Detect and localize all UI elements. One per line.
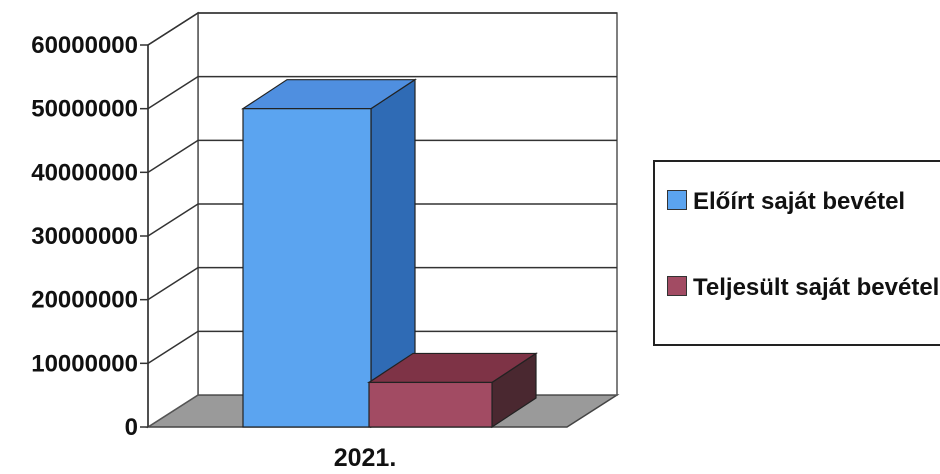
gridline: [147, 139, 617, 173]
gridline: [147, 203, 617, 237]
legend-swatch-series-2: [667, 276, 687, 296]
legend-label-series-2: Teljesült saját bevétel: [693, 274, 940, 301]
bars: [240, 78, 539, 429]
y-tick-label: 40000000: [31, 159, 138, 186]
y-tick-label: 20000000: [31, 287, 138, 314]
x-axis: 2021.: [334, 444, 397, 472]
gridline: [147, 12, 617, 46]
gridlines: [147, 12, 617, 364]
legend-label-series-1: Előírt saját bevétel: [693, 188, 906, 215]
gridline: [147, 266, 617, 301]
y-tick-label: 0: [125, 414, 138, 441]
bar-series-1: [240, 78, 418, 429]
y-axis: 0 10000000 20000000 30000000 40000000 5000000…: [31, 32, 149, 441]
legend-item-series-1: Előírt saját bevétel: [667, 186, 940, 217]
legend: Előírt saját bevétel Teljesült saját bev…: [653, 160, 940, 346]
gridline: [147, 330, 617, 364]
y-tick-label: 10000000: [31, 350, 138, 377]
y-tick-label: 60000000: [31, 32, 138, 59]
x-category-label: 2021.: [334, 444, 397, 472]
y-tick-label: 30000000: [31, 223, 138, 250]
y-tick-label: 50000000: [31, 96, 138, 123]
gridline: [147, 75, 617, 110]
bar-front: [242, 108, 372, 428]
bar-series-2: [366, 352, 539, 429]
legend-item-series-2: Teljesült saját bevétel: [667, 272, 940, 303]
bar-front: [368, 381, 493, 428]
legend-swatch-series-1: [667, 190, 687, 210]
